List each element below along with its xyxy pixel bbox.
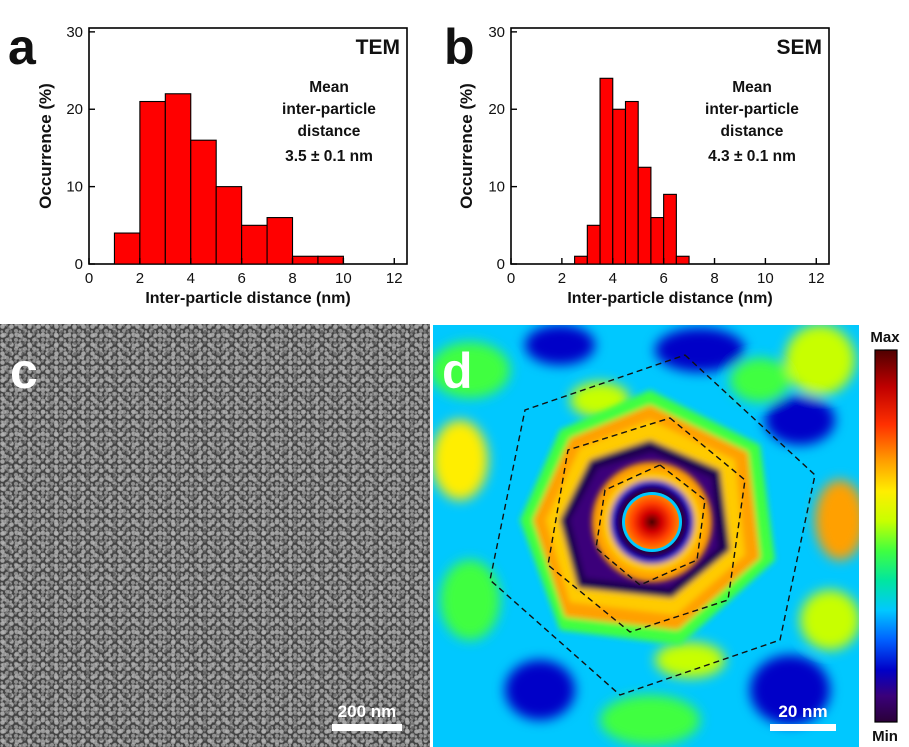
- histogram-bar: [113, 232, 141, 265]
- histogram-bar: [139, 100, 166, 265]
- histogram-bar: [637, 166, 652, 265]
- x-tick-label: 2: [558, 270, 566, 287]
- histogram-bar: [164, 93, 192, 265]
- autocorrelation-map: d 20 nm: [433, 325, 859, 747]
- histogram-bar: [599, 77, 614, 265]
- histogram-tem: a 0 2 4 6 8 10 12 0 10 20 30 TEM Mean inter-partic…: [8, 19, 408, 307]
- x-tick-label: 6: [659, 270, 667, 287]
- scalebar: [770, 724, 836, 731]
- panel-label-b: b: [444, 19, 475, 75]
- x-tick-label: 4: [187, 270, 195, 287]
- x-tick-label: 8: [288, 270, 296, 287]
- histogram-bar: [266, 217, 294, 265]
- x-axis-label: Inter-particle distance (nm): [145, 290, 350, 307]
- histogram-bar: [650, 217, 665, 265]
- histogram-bar: [190, 139, 217, 265]
- annotation-line: 4.3 ± 0.1 nm: [708, 148, 796, 165]
- y-tick-label: 10: [488, 179, 505, 196]
- histogram-bar: [612, 108, 627, 265]
- histogram-bar: [574, 255, 588, 265]
- annotation-line: Mean: [732, 79, 772, 96]
- scalebar-label: 20 nm: [778, 702, 827, 721]
- y-axis-label: Occurrence (%): [36, 83, 55, 209]
- scalebar-label: 200 nm: [338, 702, 397, 721]
- x-tick-label: 4: [609, 270, 617, 287]
- x-tick-label: 12: [808, 270, 825, 287]
- technique-label: SEM: [776, 36, 822, 59]
- y-tick-label: 30: [66, 24, 83, 41]
- histogram-bar: [215, 186, 243, 265]
- x-tick-label: 2: [136, 270, 144, 287]
- colorbar-min-label: Min: [872, 728, 898, 745]
- x-tick-label: 10: [335, 270, 352, 287]
- scalebar: [332, 724, 402, 731]
- y-tick-label: 0: [497, 256, 505, 273]
- x-tick-label: 8: [710, 270, 718, 287]
- histogram-bar: [291, 255, 319, 265]
- panel-label-a: a: [8, 19, 37, 75]
- x-tick-label: 0: [507, 270, 515, 287]
- sem-micrograph: c 200 nm: [0, 324, 430, 747]
- x-axis-label: Inter-particle distance (nm): [567, 290, 772, 307]
- annotation-line: Mean: [309, 79, 349, 96]
- histogram-bar: [663, 193, 677, 265]
- x-tick-label: 0: [85, 270, 93, 287]
- annotation-line: inter-particle: [282, 101, 376, 118]
- y-axis-label: Occurrence (%): [457, 83, 476, 209]
- x-tick-label: 12: [386, 270, 403, 287]
- y-tick-label: 20: [66, 101, 83, 118]
- annotation-line: inter-particle: [705, 101, 799, 118]
- colorbar-max-label: Max: [870, 329, 900, 346]
- y-tick-label: 30: [488, 24, 505, 41]
- y-tick-label: 0: [75, 256, 83, 273]
- histogram-sem: b 0 2 4 6 8 10 12 0 10 20 30 SEM Mean inter-partic…: [444, 19, 830, 307]
- histogram-bar: [317, 255, 344, 265]
- colorbar: Max Min: [870, 329, 900, 745]
- y-tick-label: 10: [66, 179, 83, 196]
- x-tick-label: 10: [757, 270, 774, 287]
- annotation-line: distance: [298, 123, 361, 140]
- histogram-bar: [241, 224, 268, 265]
- histogram-bar: [586, 224, 601, 265]
- annotation-line: 3.5 ± 0.1 nm: [285, 148, 373, 165]
- annotation-line: distance: [721, 123, 784, 140]
- histogram-bar: [675, 255, 690, 265]
- y-tick-label: 20: [488, 101, 505, 118]
- panel-label-d: d: [442, 343, 473, 399]
- colorbar-scale: [874, 349, 898, 723]
- technique-label: TEM: [356, 36, 400, 59]
- histogram-bar: [624, 100, 639, 265]
- x-tick-label: 6: [237, 270, 245, 287]
- panel-label-c: c: [10, 343, 38, 399]
